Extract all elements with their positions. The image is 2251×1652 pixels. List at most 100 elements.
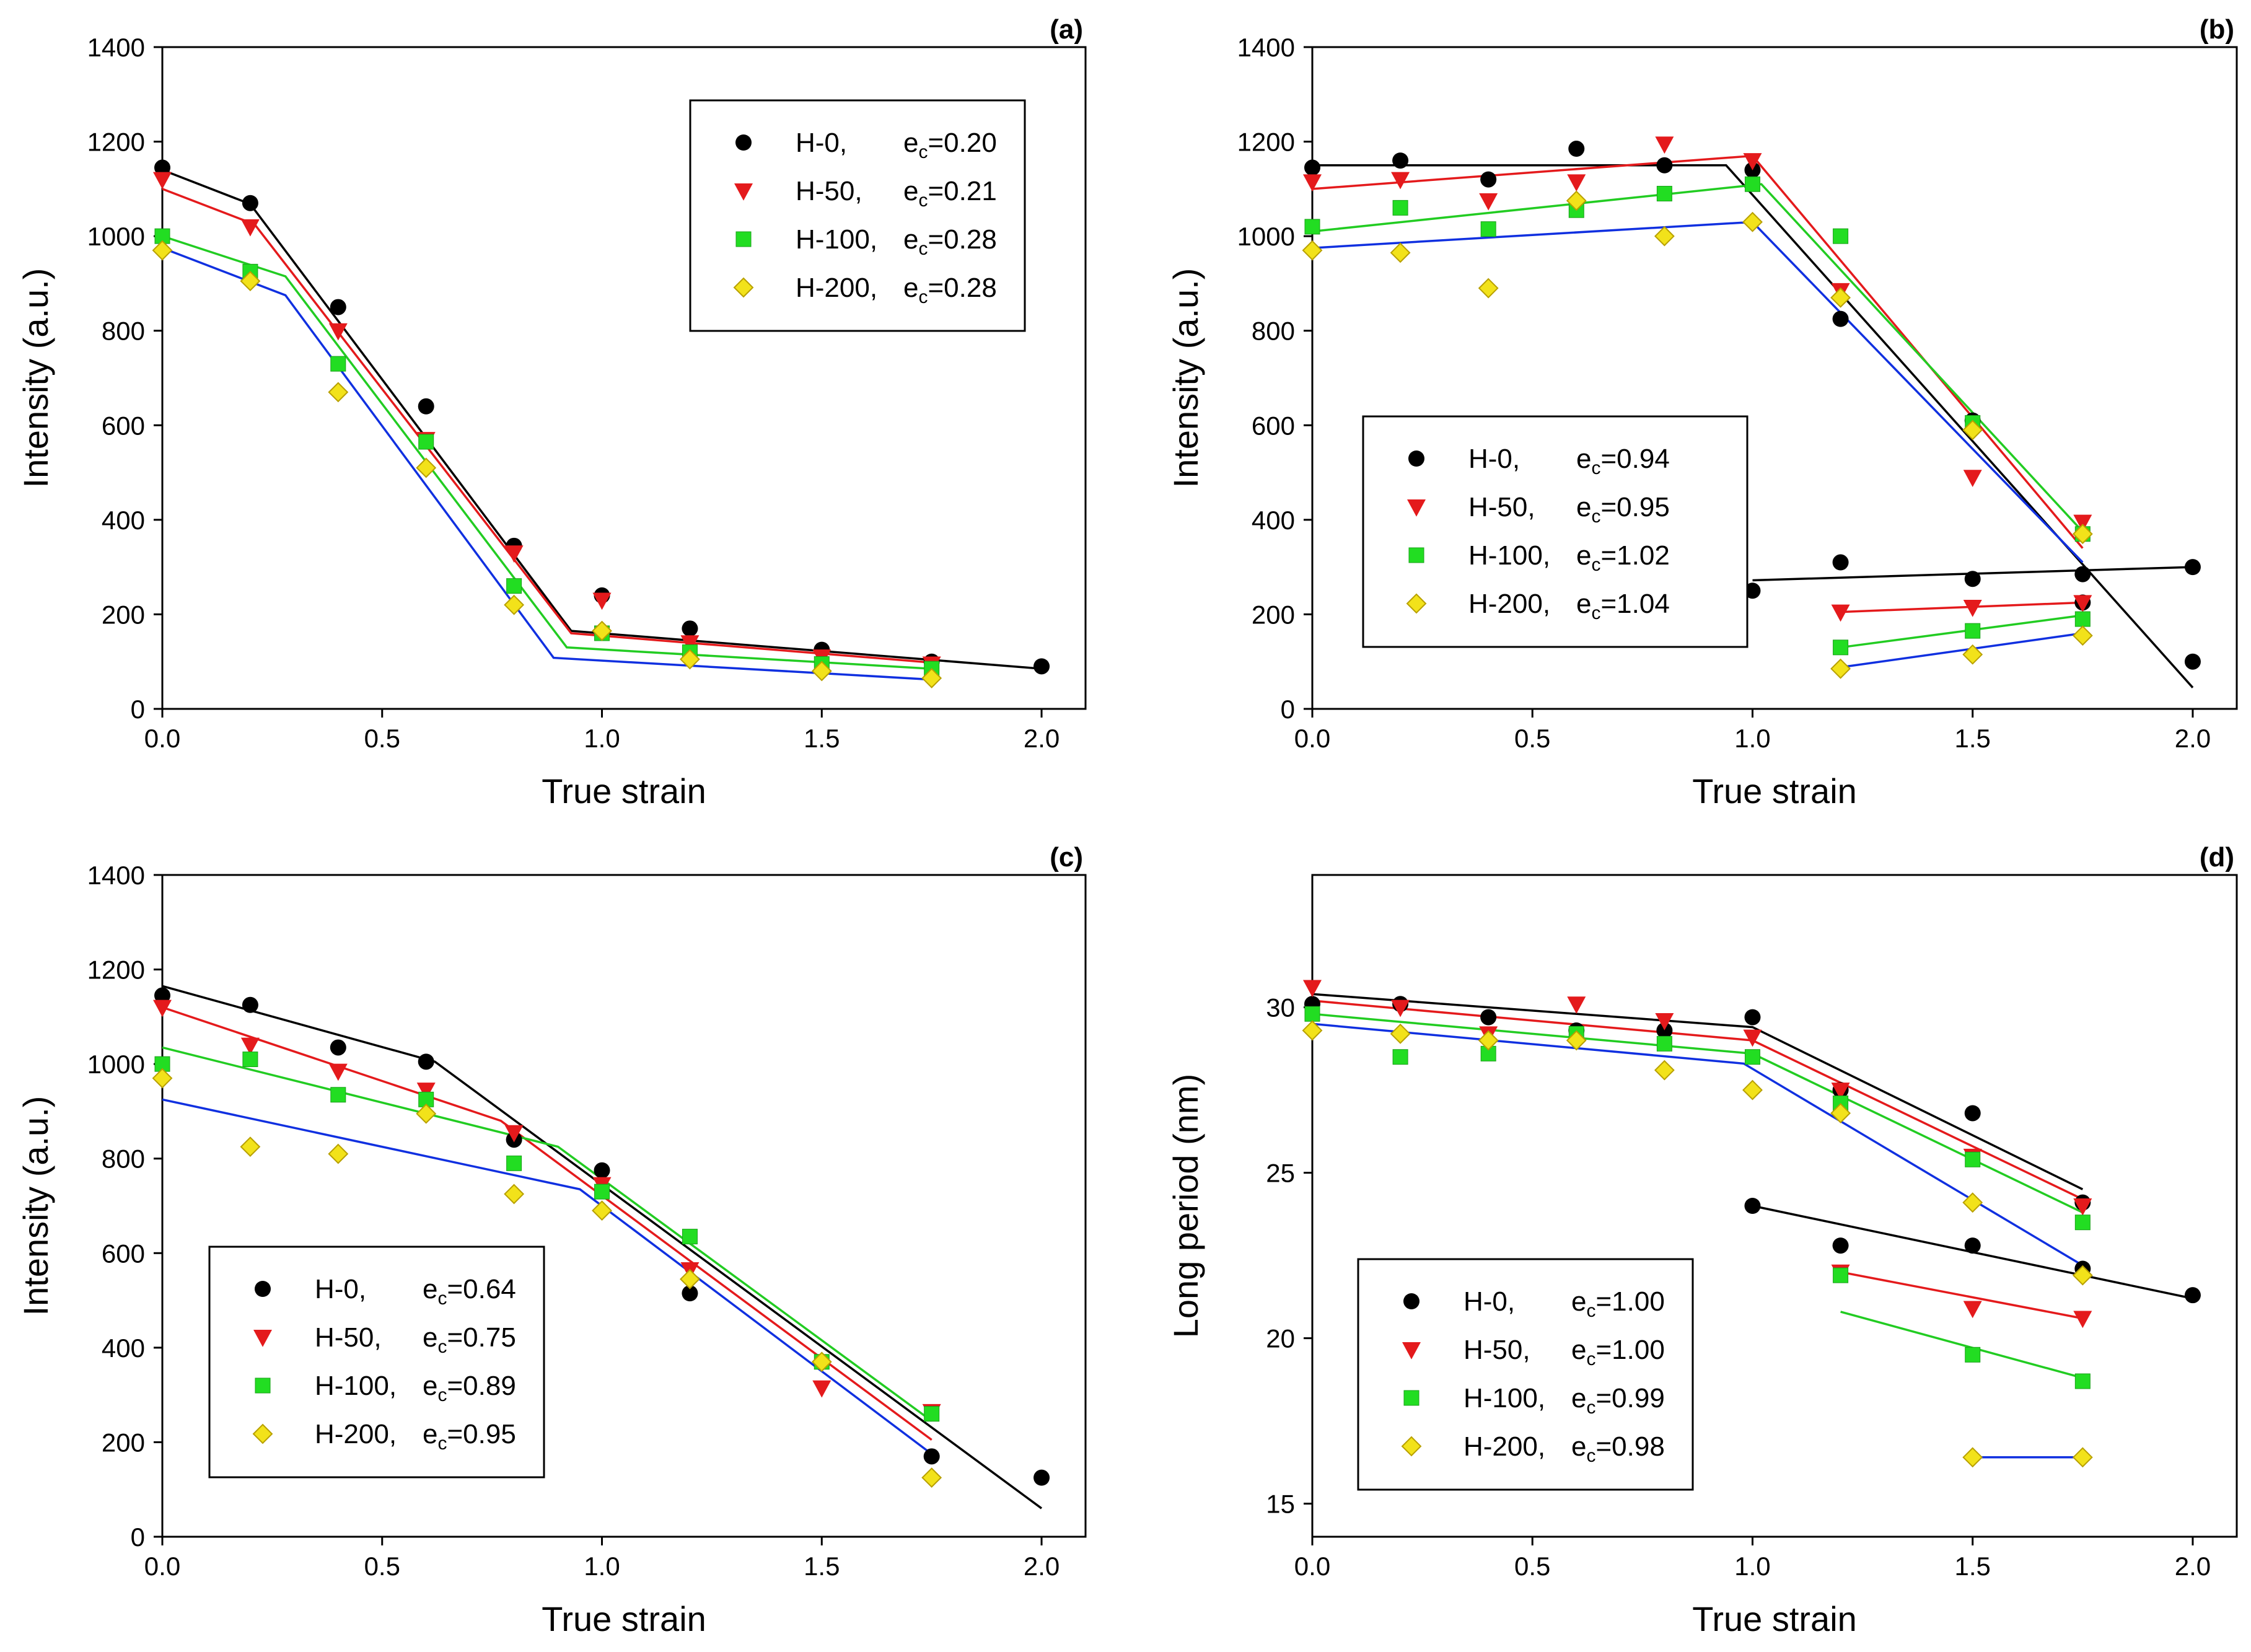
legend-d: H-0, ec=1.00 H-50, ec=1.00 H-100, ec=0.99 H-20…	[1357, 1258, 1694, 1491]
data-point-h-0	[1832, 310, 1849, 327]
legend-ec-h-200: ec=0.28	[903, 273, 997, 307]
data-point-h-0	[682, 1285, 698, 1302]
data-point-h-200	[328, 382, 349, 403]
y-tick-label: 1400	[87, 861, 145, 890]
data-point-h-0	[1832, 1237, 1849, 1254]
data-point-h-200	[921, 668, 942, 688]
x-tick-label: 0.0	[144, 1552, 180, 1581]
legend-a: H-0, ec=0.20 H-50, ec=0.21 H-100, ec=0.28 H-20…	[689, 99, 1026, 332]
x-tick-label: 2.0	[1024, 1552, 1060, 1581]
data-point-h-50	[328, 323, 348, 341]
data-point-h-0	[1304, 159, 1320, 176]
y-axis-title: Long period (nm)	[1166, 1074, 1205, 1338]
legend-ec-h-200: ec=1.04	[1576, 589, 1670, 623]
data-point-h-200	[680, 1268, 700, 1290]
data-point-h-0	[682, 620, 698, 637]
data-point-h-0	[1832, 554, 1849, 571]
x-tick-label: 0.5	[364, 1552, 400, 1581]
data-point-h-200	[592, 620, 612, 641]
data-point-h-200	[2072, 1447, 2093, 1468]
data-point-h-200	[1962, 644, 1983, 665]
data-point-h-200	[1478, 1030, 1499, 1051]
legend-ec-h-100: ec=1.02	[1576, 540, 1670, 575]
y-tick-label: 200	[102, 600, 145, 629]
data-point-h-0	[1744, 1009, 1761, 1026]
legend-label-h-50: H-50,	[1468, 492, 1535, 522]
data-point-h-200	[152, 240, 173, 261]
data-point-h-50	[1963, 1301, 1982, 1319]
plot-frame-c	[161, 874, 1087, 1538]
x-tick-label: 1.0	[584, 724, 620, 753]
data-point-h-50	[1567, 174, 1586, 192]
data-point-h-50	[504, 545, 524, 563]
data-point-h-0	[1964, 1105, 1981, 1122]
panel-b: 0.0 0.5 1.0 1.5 2.0 0 200 400 600 800 1000 1200 1400…	[1166, 14, 2238, 811]
y-tick-label: 800	[102, 317, 145, 346]
data-point-h-0	[154, 159, 170, 176]
data-point-h-100	[506, 1155, 522, 1171]
data-point-h-200	[1566, 1030, 1587, 1051]
legend-ec-h-50: ec=0.95	[1576, 492, 1670, 527]
y-tick-label: 200	[102, 1428, 145, 1457]
data-point-h-50	[1963, 470, 1982, 487]
legend-marker-h-100	[1408, 547, 1424, 563]
data-point-h-200	[1830, 1103, 1851, 1123]
y-tick-label: 800	[1252, 317, 1295, 346]
y-tick-label: 15	[1266, 1490, 1295, 1519]
data-point-h-0	[1033, 1469, 1050, 1486]
fit-line-h-50	[1840, 1271, 2083, 1320]
legend-ec-h-0: ec=0.94	[1576, 444, 1670, 478]
legend-label-h-100: H-100,	[796, 224, 877, 255]
data-point-h-0	[242, 996, 258, 1013]
data-point-h-0	[242, 195, 258, 211]
data-point-h-50	[1655, 1013, 1674, 1030]
fit-line-h-100	[1840, 1311, 2083, 1379]
y-tick-label: 0	[1281, 695, 1295, 724]
data-point-h-100	[1744, 1049, 1760, 1065]
data-point-h-50	[153, 172, 172, 190]
data-point-h-0	[1480, 171, 1497, 188]
y-tick-label: 0	[131, 1522, 145, 1552]
data-point-h-0	[2184, 1287, 2201, 1304]
legend-marker-h-0	[1403, 1293, 1419, 1309]
y-tick-label: 400	[102, 506, 145, 535]
y-tick-label: 200	[1252, 600, 1295, 629]
data-point-h-200	[1742, 211, 1763, 232]
data-point-h-200	[152, 1068, 173, 1089]
legend-ec-h-100: ec=0.99	[1571, 1383, 1665, 1418]
y-tick-label: 1200	[87, 128, 145, 157]
data-point-h-50	[680, 635, 700, 652]
x-axis-title: True strain	[1692, 1599, 1857, 1638]
legend-label-h-50: H-50,	[796, 176, 862, 206]
data-point-h-200	[1302, 1020, 1323, 1041]
y-tick-label: 1200	[87, 956, 145, 985]
data-point-h-50	[1303, 174, 1322, 192]
legend-label-h-50: H-50,	[315, 1322, 382, 1353]
data-point-h-200	[811, 1351, 832, 1373]
plot-frame-a	[161, 46, 1087, 710]
legend-ec-h-100: ec=0.28	[903, 224, 997, 259]
y-tick-label: 400	[1252, 506, 1295, 535]
panel-label-d: (d)	[2200, 842, 2234, 872]
data-point-h-0	[1568, 141, 1585, 157]
fit-line-h-50	[162, 188, 932, 664]
x-tick-label: 0.5	[364, 724, 400, 753]
fit-line-h-200	[162, 247, 932, 681]
data-point-h-100	[1833, 228, 1849, 244]
data-point-h-0	[1392, 152, 1409, 169]
legend-marker-h-100	[1403, 1390, 1419, 1406]
data-point-h-0	[1964, 571, 1981, 587]
data-point-h-0	[1656, 1022, 1673, 1039]
data-point-h-200	[1566, 190, 1587, 211]
data-point-h-0	[1656, 157, 1673, 174]
data-point-h-100	[594, 1184, 610, 1200]
data-point-h-0	[1480, 1009, 1497, 1026]
y-tick-label: 600	[102, 1239, 145, 1268]
legend-marker-h-50	[734, 183, 753, 201]
data-point-h-200	[416, 1103, 437, 1124]
legend-label-h-100: H-100,	[1463, 1383, 1545, 1413]
data-point-h-0	[923, 1448, 940, 1465]
data-point-h-100	[1304, 219, 1320, 235]
data-point-h-0	[594, 1162, 610, 1179]
